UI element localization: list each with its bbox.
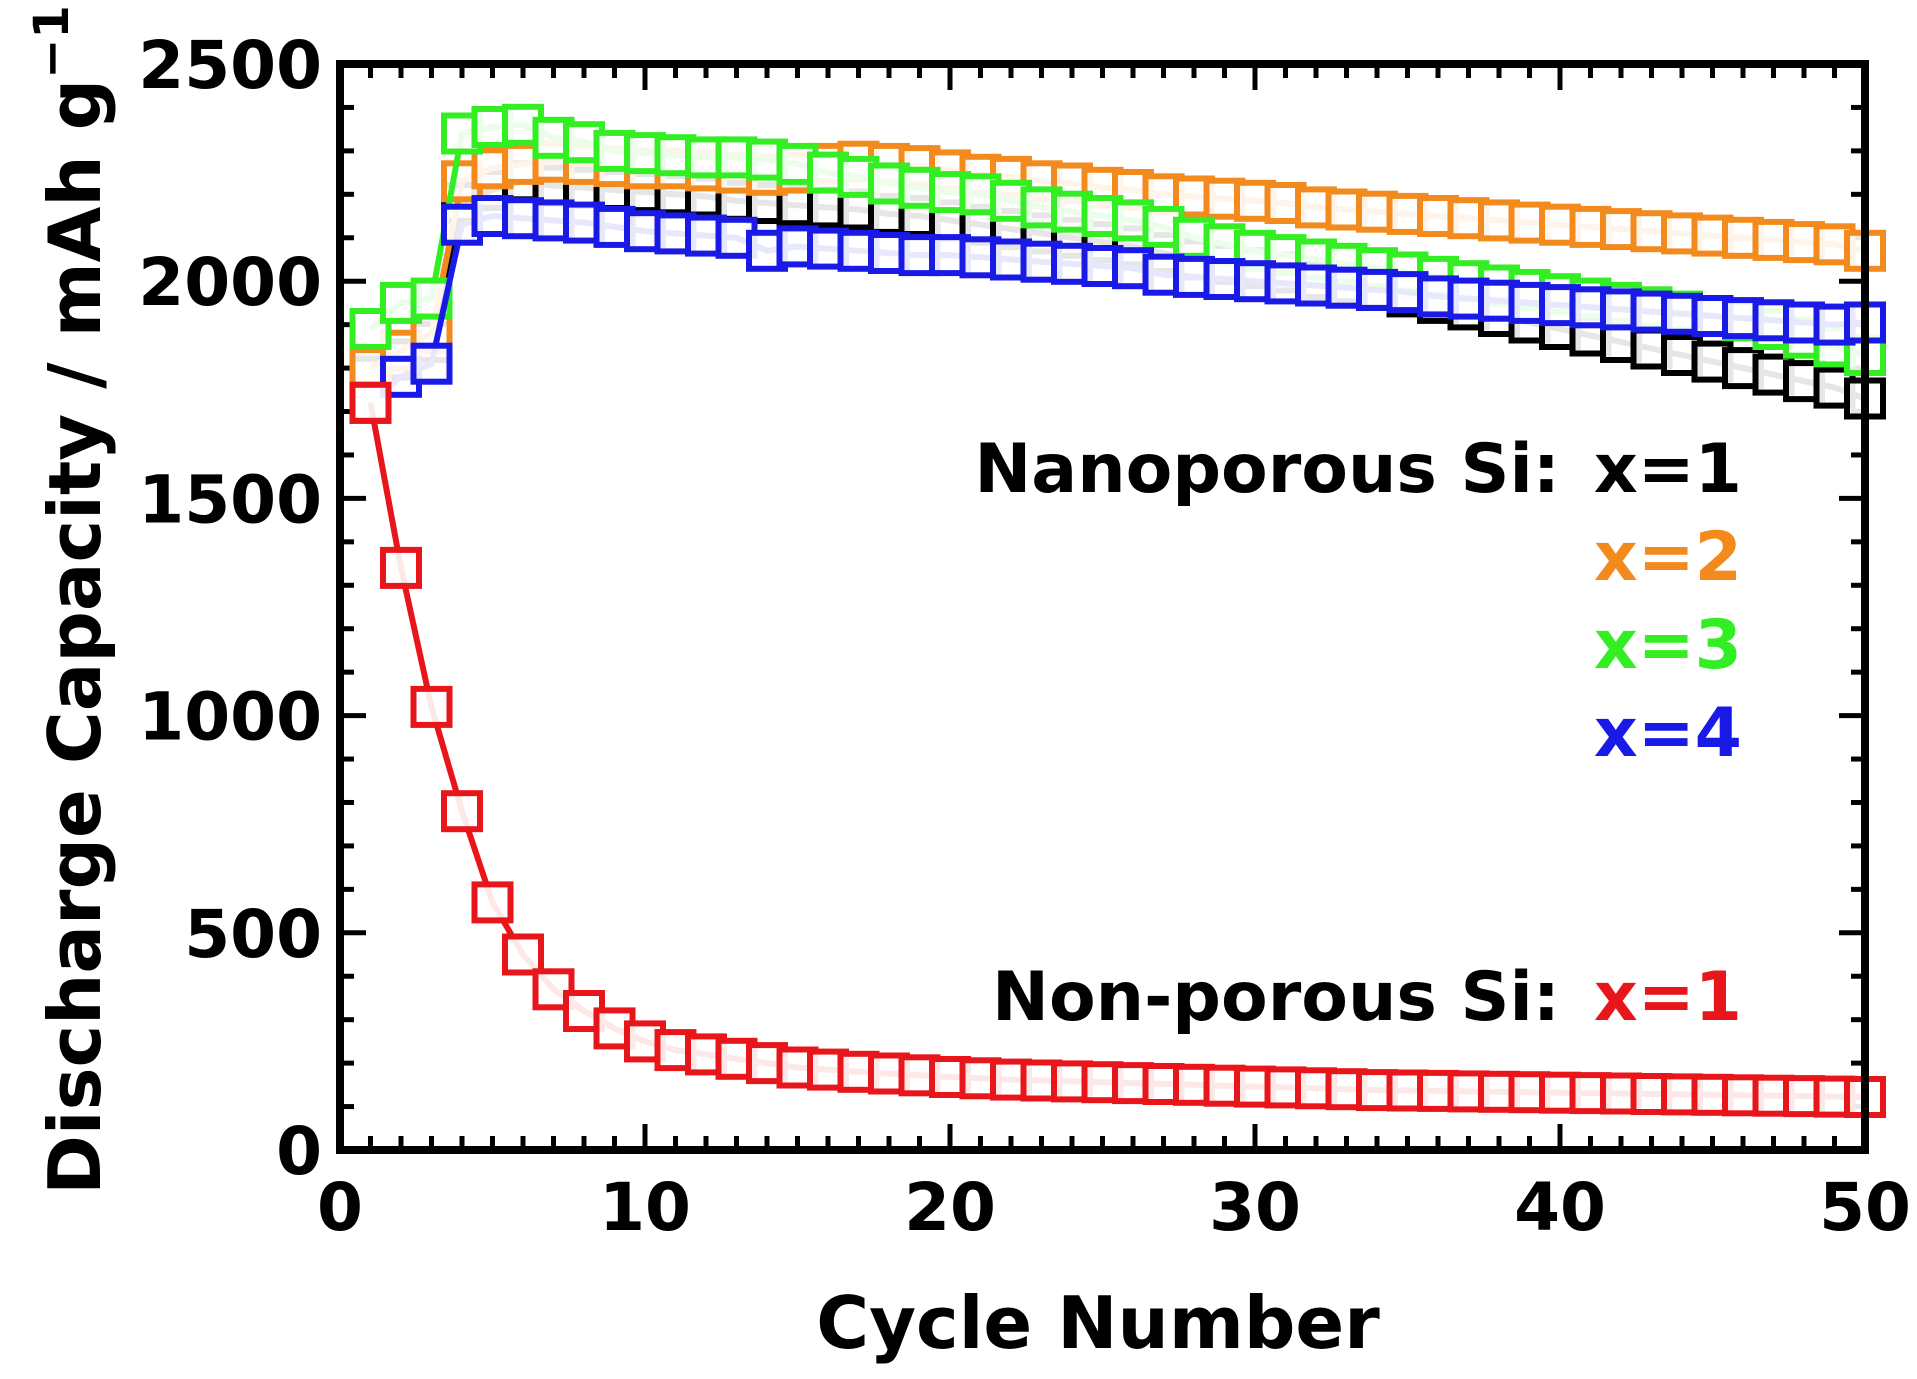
data-point (349, 381, 392, 424)
y-tick-label: 2000 (138, 244, 322, 321)
legend-entry-np-x3: x=3 (1594, 606, 1742, 685)
legend-entry-nonporous-x1: x=1 (1594, 958, 1742, 1037)
data-point (410, 685, 453, 728)
x-tick-label: 50 (1819, 1169, 1911, 1246)
svg-text:Discharge Capacity / mAh g−1: Discharge Capacity / mAh g−1 (24, 5, 117, 1195)
x-tick-label: 10 (599, 1169, 691, 1246)
x-axis-title: Cycle Number (816, 1281, 1380, 1365)
x-tick-label: 20 (904, 1169, 996, 1246)
legend-entry-np-x2: x=2 (1594, 518, 1742, 597)
legend: Nanoporous Si: x=1 x=2 x=3 x=4 Non-porou… (974, 430, 1742, 1037)
data-point (471, 881, 514, 924)
data-point (380, 546, 422, 589)
data-point (502, 933, 544, 976)
y-tick-label: 1500 (138, 461, 322, 538)
y-axis-title: Discharge Capacity / mAh g−1 (24, 5, 117, 1195)
legend-entry-np-x1: x=1 (1594, 430, 1742, 509)
x-tick-label: 30 (1209, 1169, 1301, 1246)
series-5 (349, 381, 1886, 1118)
legend-nanoporous-label: Nanoporous Si: (974, 430, 1560, 509)
y-axis-title-superscript: −1 (24, 5, 80, 79)
plot-frame (336, 60, 1869, 1154)
x-tick-labels: 0 10 20 30 40 50 (317, 1169, 1911, 1246)
x-tick-label: 0 (317, 1169, 363, 1246)
series-layer (349, 103, 1886, 1118)
data-point (441, 790, 483, 833)
legend-nonporous-label: Non-porous Si: (992, 958, 1560, 1037)
y-tick-label: 500 (184, 896, 322, 973)
y-tick-label: 2500 (138, 27, 322, 104)
y-tick-label: 1000 (138, 679, 322, 756)
legend-entry-np-x4: x=4 (1594, 694, 1742, 773)
series-4 (349, 195, 1886, 424)
y-tick-label: 0 (276, 1113, 322, 1190)
y-axis-title-text: Discharge Capacity / mAh g (33, 79, 117, 1195)
data-point (410, 342, 453, 385)
x-tick-label: 40 (1514, 1169, 1606, 1246)
y-tick-labels: 0 500 1000 1500 2000 2500 (138, 27, 322, 1190)
